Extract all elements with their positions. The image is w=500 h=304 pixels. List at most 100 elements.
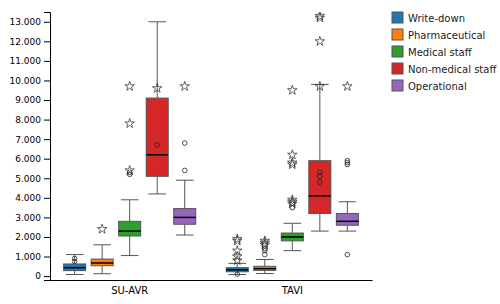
legend-swatch [392,46,403,57]
y-tick: 3.000 [15,213,50,223]
box [254,266,276,270]
y-tick-mark [44,276,50,277]
extreme [315,36,325,45]
y-tick-mark [44,22,50,23]
y-tick-mark [44,139,50,140]
extreme [288,150,298,159]
y-tick-mark [44,41,50,42]
lower-cap [256,273,274,274]
median [146,154,168,156]
legend-swatch [392,80,403,91]
upper-cap [339,201,357,202]
box-plot [146,22,168,194]
lower-cap [66,274,84,275]
median [281,236,303,238]
y-tick-label: 12.000 [10,37,42,47]
outlier [182,168,187,173]
legend-label: Operational [408,81,467,92]
lower-whisker [184,224,185,235]
y-tick-label: 13.000 [10,17,42,27]
upper-cap [121,199,139,200]
x-tick: TAVI [281,285,303,296]
y-tick-mark [44,159,50,160]
extreme [315,12,325,20]
box-plot [174,81,196,235]
y-tick-mark [44,178,50,179]
y-tick: 2.000 [15,232,50,242]
legend: Write-downPharmaceuticalMedical staffNon… [392,12,497,92]
legend-swatch [392,63,403,74]
upper-whisker [237,263,238,267]
y-axis-line [44,13,51,281]
upper-cap [284,223,302,224]
y-tick-mark [44,257,50,258]
median [91,262,113,264]
upper-whisker [184,180,185,208]
upper-cap [148,21,166,22]
legend-item: Pharmaceutical [392,29,485,41]
median [336,221,358,223]
chart: 01.0002.0003.0004.0005.0006.0007.0008.00… [0,0,500,304]
median [64,267,86,269]
box-plot [336,81,358,257]
y-tick: 7.000 [15,135,50,145]
legend-label: Write-down [408,13,465,24]
y-tick: 10.000 [10,76,51,86]
box-plot [119,81,141,255]
y-tick: 6.000 [15,154,50,164]
box-plot [254,236,276,274]
lower-whisker [129,236,130,256]
box [119,221,141,236]
lower-cap [284,250,302,251]
outlier [235,272,240,277]
box-plot [226,234,248,277]
extreme [125,119,135,128]
upper-whisker [129,200,130,222]
y-tick-label: 6.000 [15,154,41,164]
y-tick: 11.000 [10,56,51,66]
extreme [260,236,270,245]
lower-whisker [74,271,75,275]
extreme [180,81,190,90]
x-tick-label: SU-AVR [111,285,148,296]
legend-swatch [392,12,403,23]
y-tick-mark [44,61,50,62]
y-tick: 8.000 [15,115,50,125]
y-axis: 01.0002.0003.0004.0005.0006.0007.0008.00… [10,13,51,282]
legend-item: Non-medical staff [392,63,497,75]
legend-label: Pharmaceutical [408,30,485,41]
box [309,161,331,214]
y-tick: 12.000 [10,37,51,47]
upper-cap [66,254,84,255]
y-tick-label: 0 [35,271,41,281]
box [174,209,196,225]
upper-whisker [292,223,293,233]
outlier [155,143,160,148]
y-tick-mark [44,120,50,121]
extreme [343,81,353,90]
extreme [125,81,135,90]
lower-whisker [292,241,293,251]
box [146,98,168,176]
box [226,268,248,272]
box [281,233,303,241]
lower-whisker [347,225,348,231]
lower-cap [176,235,194,236]
legend-swatch [392,29,403,40]
lower-whisker [157,176,158,194]
extreme [152,83,162,92]
outlier [318,180,323,185]
lower-cap [148,193,166,194]
x-axis-line [51,280,373,281]
y-tick-mark [44,237,50,238]
outlier [182,141,187,146]
extreme [233,234,243,243]
legend-label: Non-medical staff [408,64,497,75]
upper-whisker [102,245,103,259]
box [336,213,358,225]
extreme [125,165,135,174]
boxes [64,12,359,276]
lower-cap [339,231,357,232]
y-tick-label: 1.000 [15,252,41,262]
median [309,195,331,197]
